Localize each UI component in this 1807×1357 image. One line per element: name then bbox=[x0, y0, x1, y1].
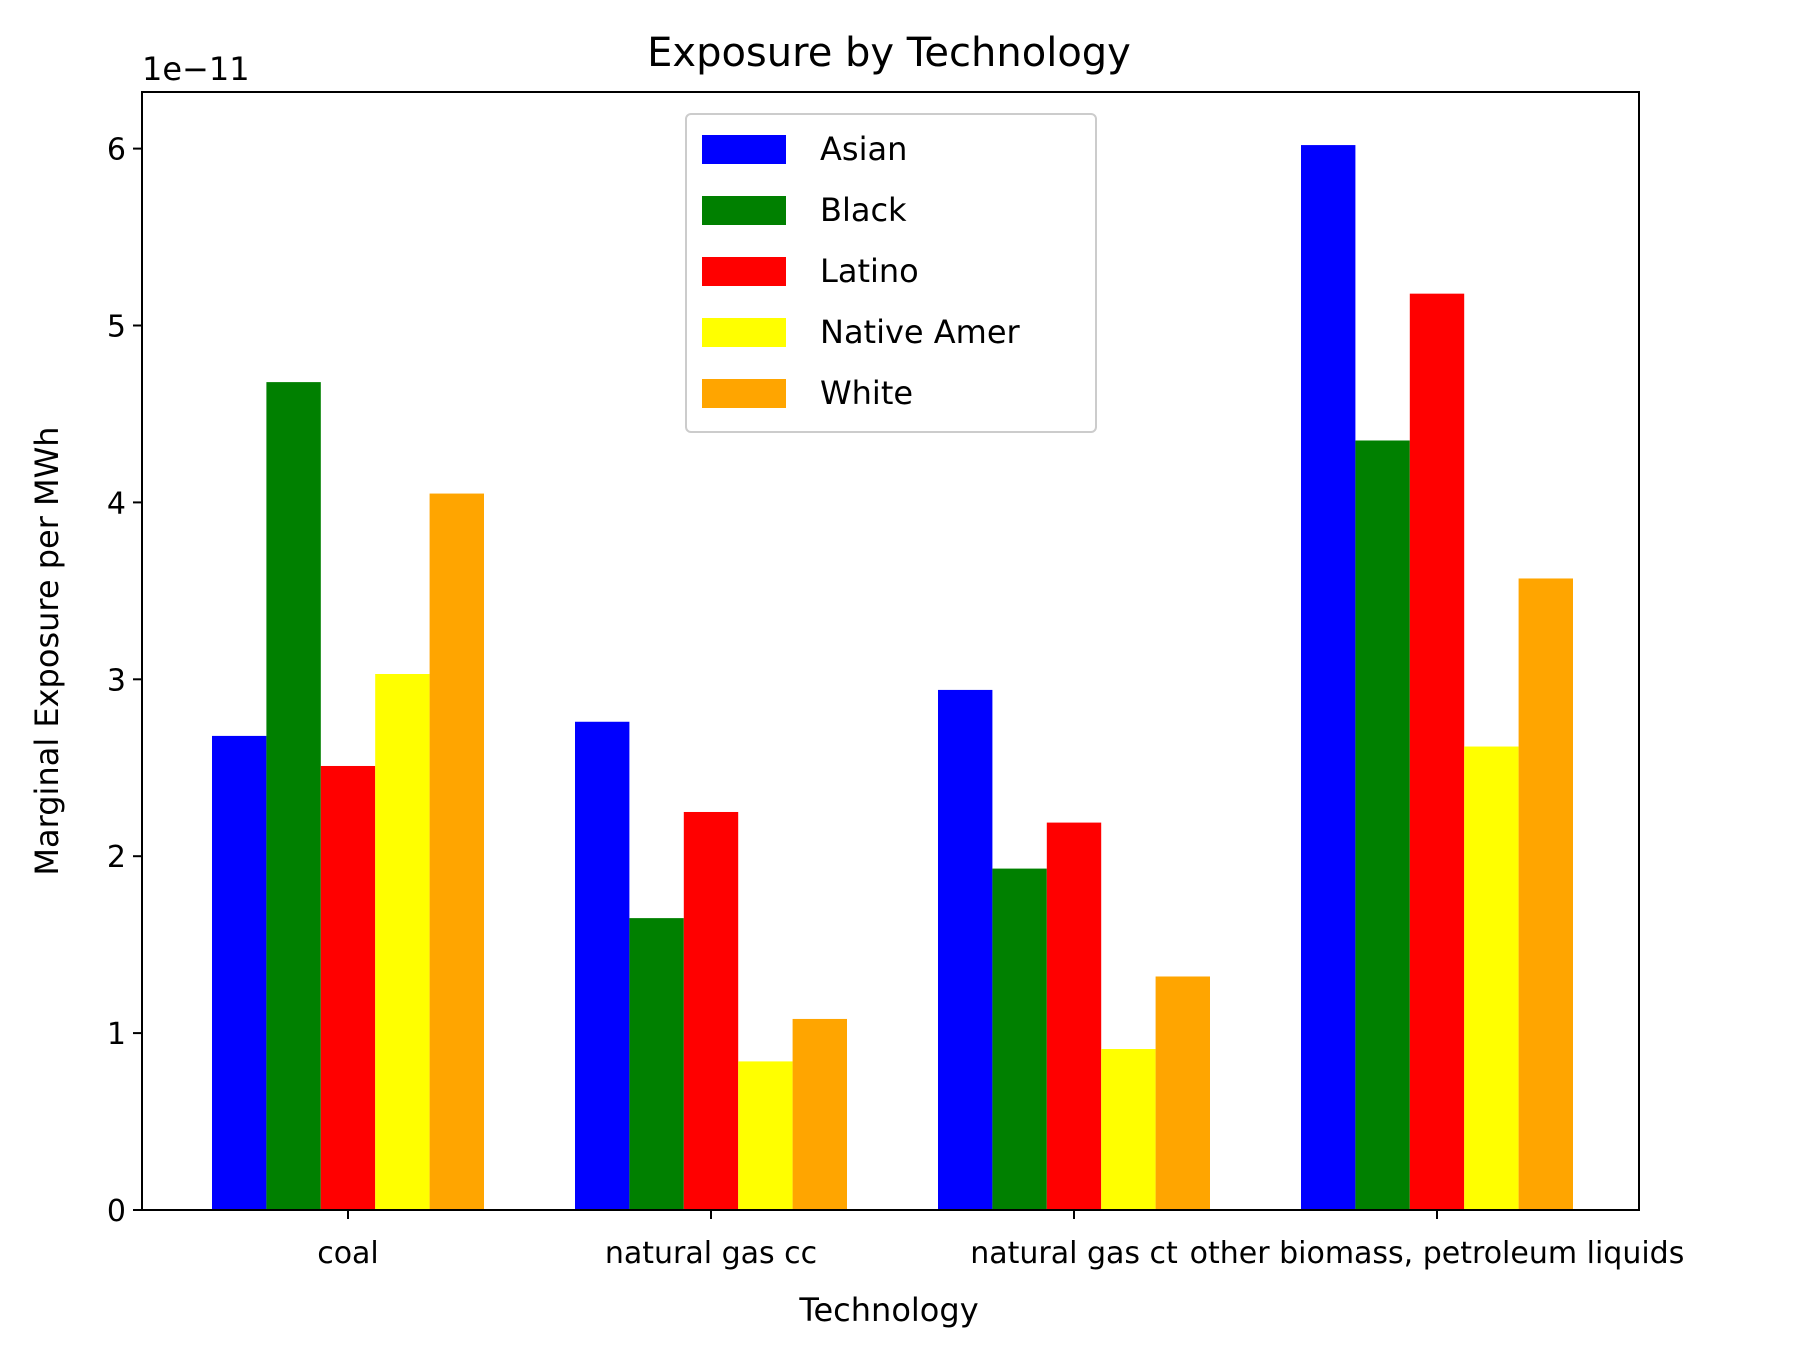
y-tick-label: 2 bbox=[107, 840, 126, 875]
bar-asian-0 bbox=[212, 735, 267, 1210]
bar-native-amer-1 bbox=[738, 1061, 793, 1210]
bar-asian-2 bbox=[938, 689, 993, 1210]
bar-native-amer-2 bbox=[1101, 1049, 1156, 1210]
y-axis-multiplier: 1e−11 bbox=[142, 50, 250, 88]
y-tick-label: 6 bbox=[107, 133, 126, 168]
bar-black-1 bbox=[629, 918, 684, 1210]
chart-title: Exposure by Technology bbox=[647, 30, 1131, 76]
bar-native-amer-3 bbox=[1464, 746, 1519, 1210]
legend-label: Black bbox=[820, 191, 907, 229]
legend-swatch-black bbox=[702, 196, 786, 225]
x-axis-ticks: coal natural gas cc natural gas ct other bi… bbox=[317, 1210, 1684, 1271]
legend-items: Asian Black Latino Native Amer White bbox=[702, 130, 1021, 412]
x-tick-label: other biomass, petroleum liquids bbox=[1190, 1236, 1685, 1271]
legend-label: Asian bbox=[820, 130, 907, 168]
bar-latino-0 bbox=[320, 765, 376, 1210]
bar-latino-1 bbox=[683, 811, 739, 1210]
x-axis-label: Technology bbox=[798, 1291, 978, 1329]
legend-label: White bbox=[820, 374, 913, 412]
bar-latino-2 bbox=[1046, 822, 1102, 1210]
legend-swatch-latino bbox=[702, 257, 786, 286]
bar-asian-1 bbox=[575, 721, 630, 1210]
bar-black-3 bbox=[1355, 440, 1410, 1210]
bar-white-1 bbox=[792, 1018, 847, 1210]
bars-group bbox=[212, 145, 1573, 1210]
bar-white-3 bbox=[1518, 578, 1573, 1210]
legend-swatch-native-amer bbox=[702, 318, 786, 347]
y-axis-ticks: 0 1 2 3 4 5 6 bbox=[107, 133, 142, 1229]
y-tick-label: 1 bbox=[107, 1017, 126, 1052]
legend-box bbox=[685, 113, 1097, 433]
plot-frame bbox=[141, 91, 1640, 1211]
legend-label: Native Amer bbox=[820, 313, 1021, 351]
x-tick-label: natural gas ct bbox=[970, 1236, 1178, 1271]
bar-asian-3 bbox=[1301, 145, 1356, 1210]
bar-native-amer-0 bbox=[375, 674, 430, 1210]
legend-swatch-white bbox=[702, 379, 786, 408]
bar-latino-3 bbox=[1409, 293, 1465, 1210]
bar-white-2 bbox=[1155, 976, 1210, 1210]
legend-swatch-asian bbox=[702, 135, 786, 164]
y-tick-label: 4 bbox=[107, 486, 126, 521]
legend: Asian Black Latino Native Amer White bbox=[685, 113, 1097, 433]
legend-label: Latino bbox=[820, 252, 919, 290]
x-tick-label: natural gas cc bbox=[605, 1236, 817, 1271]
bar-white-0 bbox=[429, 493, 484, 1210]
y-tick-label: 5 bbox=[107, 310, 126, 345]
bar-black-0 bbox=[266, 382, 321, 1210]
y-tick-label: 0 bbox=[107, 1194, 126, 1229]
bar-black-2 bbox=[992, 868, 1047, 1210]
x-tick-label: coal bbox=[317, 1236, 379, 1271]
y-axis-label: Marginal Exposure per MWh bbox=[28, 426, 66, 875]
y-tick-label: 3 bbox=[107, 663, 126, 698]
